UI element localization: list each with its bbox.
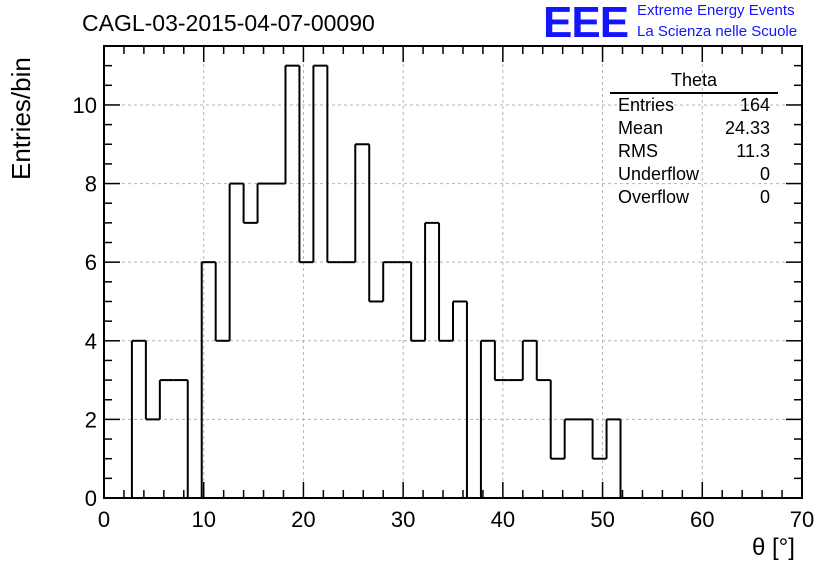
stats-value: 0 [759,187,770,207]
stats-value: 24.33 [724,118,770,138]
eee-logo-line1: Extreme Energy Events [637,2,795,19]
stats-label: RMS [618,141,658,161]
y-axis-label: Entries/bin [6,57,36,180]
y-tick-label: 8 [85,172,97,197]
stats-value: 0 [759,164,770,184]
stats-row-mean: Mean 24.33 [610,117,778,140]
eee-logo: EEE [543,0,629,47]
x-tick-label: 10 [191,507,215,532]
x-tick-label: 60 [690,507,714,532]
x-tick-label: 20 [291,507,315,532]
y-tick-label: 2 [85,407,97,432]
x-axis-label: θ [°] [752,534,795,561]
x-tick-label: 30 [391,507,415,532]
y-tick-label: 10 [73,93,97,118]
x-tick-label: 50 [590,507,614,532]
stats-label: Underflow [618,164,700,184]
eee-logo-line2: La Scienza nelle Scuole [637,23,798,40]
stats-label: Entries [618,95,675,115]
stats-label: Overflow [618,187,690,207]
y-tick-label: 0 [85,486,97,511]
stats-row-entries: Entries 164 [610,94,778,117]
stats-row-overflow: Overflow 0 [610,186,778,209]
y-tick-label: 6 [85,250,97,275]
stats-value: 11.3 [736,141,770,161]
stats-box: Theta Entries 164 Mean 24.33 RMS 11.3 Un… [610,70,778,209]
x-tick-label: 70 [790,507,814,532]
y-tick-label: 4 [85,329,97,354]
plot-frame [103,45,803,499]
stats-title: Theta [610,70,778,94]
stats-row-underflow: Underflow 0 [610,163,778,186]
plot-title: CAGL-03-2015-04-07-00090 [82,10,375,36]
stats-value: 164 [739,95,770,115]
x-tick-label: 0 [98,507,110,532]
stats-row-rms: RMS 11.3 [610,140,778,163]
stats-label: Mean [618,118,664,138]
x-tick-label: 40 [491,507,515,532]
